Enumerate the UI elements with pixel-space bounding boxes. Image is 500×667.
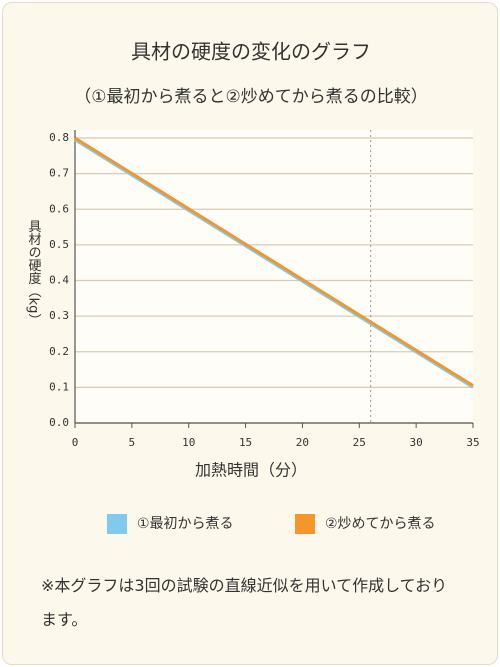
x-tick-label: 25 <box>353 436 366 449</box>
legend-label: ②炒めてから煮る <box>325 516 436 532</box>
note: ※本グラフは3回の試験の直線近似を用いて作成しております。 <box>41 576 448 629</box>
y-tick-label: 0.8 <box>49 131 69 144</box>
x-tick-label: 35 <box>466 436 479 449</box>
legend-swatch <box>107 514 127 534</box>
y-tick-label: 0.3 <box>49 309 69 322</box>
x-tick-label: 20 <box>296 436 309 449</box>
y-tick-label: 0.4 <box>49 274 69 287</box>
series-line <box>74 138 474 389</box>
x-axis-label: 加熱時間（分） <box>195 461 307 480</box>
x-tick-label: 5 <box>129 436 136 449</box>
chart: 具材の硬度の変化のグラフ （①最初から煮ると②炒めてから煮るの比較） 具材の硬度… <box>26 40 480 534</box>
x-tick-label: 0 <box>72 436 79 449</box>
x-tick-label: 30 <box>410 436 423 449</box>
y-axis-label: 具材の硬度（kg） <box>26 220 42 327</box>
x-tick-label: 10 <box>182 436 195 449</box>
legend-label: ①最初から煮る <box>137 515 234 532</box>
legend-swatch <box>295 514 315 534</box>
chart-subtitle: （①最初から煮ると②炒めてから煮るの比較） <box>74 87 427 107</box>
y-tick-label: 0.7 <box>49 167 69 180</box>
y-tick-label: 0.5 <box>49 238 69 251</box>
series-line <box>74 136 474 387</box>
y-tick-label: 0.2 <box>49 345 69 358</box>
x-tick-label: 15 <box>239 436 252 449</box>
y-tick-label: 0.6 <box>49 202 69 215</box>
y-tick-label: 0.0 <box>49 416 69 429</box>
chart-title: 具材の硬度の変化のグラフ <box>131 40 371 64</box>
y-tick-label: 0.1 <box>49 380 69 393</box>
